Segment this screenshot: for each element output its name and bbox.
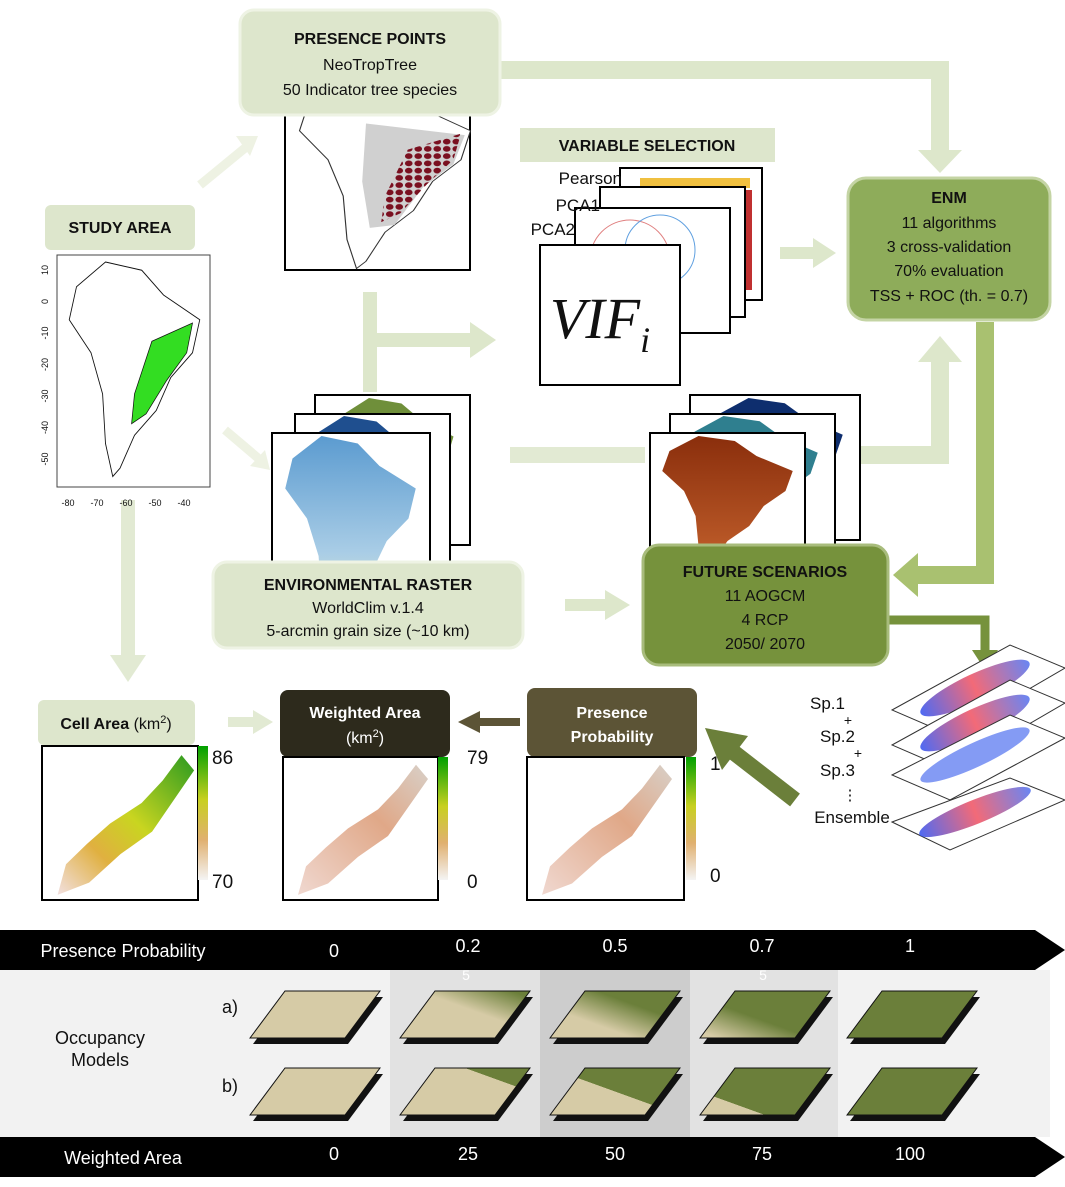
arrow — [888, 620, 985, 650]
box-line: 11 AOGCM — [725, 588, 806, 605]
box-title: Probability — [571, 729, 654, 746]
scale-label: Presence Probability — [40, 941, 205, 961]
box-title: ENM — [931, 190, 967, 207]
scale-value: 0 — [329, 1144, 339, 1164]
wrapped-digit: 5 — [759, 967, 767, 983]
label-unit: (km — [346, 730, 373, 747]
scale-label: Weighted Area — [64, 1148, 183, 1168]
colorbar — [438, 757, 448, 880]
y-tick-label: -50 — [40, 452, 50, 465]
box-line: WorldClim v.1.4 — [312, 600, 424, 617]
plus: + — [844, 712, 852, 728]
ensemble-layers — [892, 645, 1065, 850]
y-tick-label: 0 — [40, 299, 50, 304]
arrow-head — [893, 553, 918, 597]
ensemble-label: Ensemble — [814, 808, 890, 827]
y-tick-label: -40 — [40, 421, 50, 434]
method-label: PCA2 — [531, 220, 575, 239]
box-title: Weighted Area — [309, 705, 420, 722]
x-tick-label: -50 — [148, 498, 161, 508]
arrow-head — [458, 711, 480, 733]
box-title: VARIABLE SELECTION — [559, 138, 736, 155]
y-tick-label: -20 — [40, 358, 50, 371]
vif-text: VIF — [550, 286, 641, 351]
colorbar-label: 1 — [710, 754, 721, 775]
row-title: Models — [71, 1050, 129, 1070]
box-line: 50 Indicator tree species — [283, 82, 457, 99]
scale-value: 100 — [895, 1144, 925, 1164]
box-line: 70% evaluation — [894, 263, 1003, 280]
box-unit: (km2) — [346, 728, 384, 747]
colorbar — [198, 746, 208, 880]
box-line: 4 RCP — [741, 612, 788, 629]
arrow — [728, 748, 795, 800]
x-tick-label: -70 — [90, 498, 103, 508]
arrow — [200, 148, 245, 185]
y-tick-label: -30 — [40, 389, 50, 402]
arrow-head — [470, 322, 496, 358]
scale-value: 25 — [458, 1144, 478, 1164]
row-label: a) — [222, 997, 238, 1017]
method-label: PCA1 — [556, 196, 600, 215]
box-title: STUDY AREA — [68, 220, 172, 237]
box-line: NeoTropTree — [323, 57, 417, 74]
label-text: Cell Area — [60, 716, 129, 733]
x-tick-label: -80 — [61, 498, 74, 508]
box-title: PRESENCE POINTS — [294, 31, 446, 48]
colorbar — [686, 757, 696, 880]
scale-value: 1 — [905, 936, 915, 956]
box-title: Presence — [576, 705, 647, 722]
arrow-head — [253, 710, 273, 734]
arrow-head — [110, 655, 146, 682]
workflow-diagram: PRESENCE POINTS NeoTropTree 50 Indicator… — [0, 0, 1065, 1187]
vif-label: VIFi — [550, 286, 650, 360]
box-line: 2050/ 2070 — [725, 636, 805, 653]
species-label: Sp.1 — [810, 694, 845, 713]
label-close: ) — [166, 716, 171, 733]
species-label: Sp.2 — [820, 727, 855, 746]
y-tick-label: -10 — [40, 326, 50, 339]
arrow-head — [918, 336, 962, 362]
arrow-head — [813, 238, 836, 268]
box-line: TSS + ROC (th. = 0.7) — [870, 288, 1028, 305]
scale-value: 0.5 — [602, 936, 627, 956]
box-line: 3 cross-validation — [887, 239, 1012, 256]
scale-value: 0.2 — [455, 936, 480, 956]
x-tick-label: -40 — [177, 498, 190, 508]
presence-probability-box — [527, 688, 697, 757]
box-line: 5-arcmin grain size (~10 km) — [266, 623, 469, 640]
row-label: b) — [222, 1076, 238, 1096]
x-tick-label: -60 — [119, 498, 132, 508]
method-label: Pearson — [559, 169, 622, 188]
arrow-head — [918, 150, 962, 173]
vif-subscript: i — [640, 320, 650, 360]
colorbar-label: 79 — [467, 748, 488, 769]
scale-value: 50 — [605, 1144, 625, 1164]
arrow-head — [605, 590, 630, 620]
row-title: Occupancy — [55, 1028, 145, 1048]
wrapped-digit: 5 — [462, 967, 470, 983]
scale-value: 0.7 — [749, 936, 774, 956]
species-label: Sp.3 — [820, 761, 855, 780]
colorbar-label: 0 — [467, 872, 478, 893]
colorbar-label: 0 — [710, 866, 721, 887]
ellipsis: ⋮ — [843, 787, 858, 804]
box-title: ENVIRONMENTAL RASTER — [264, 577, 473, 594]
y-tick-label: 10 — [40, 265, 50, 275]
cell-area-label: Cell Area (km2) — [60, 714, 171, 733]
colorbar-label: 86 — [212, 748, 233, 769]
scale-value: 0 — [329, 941, 339, 961]
arrow — [225, 430, 258, 458]
label-unit: (km — [134, 716, 161, 733]
label-close: ) — [379, 730, 384, 747]
box-line: 11 algorithms — [902, 215, 997, 232]
plus: + — [854, 745, 862, 761]
colorbar-label: 70 — [212, 872, 233, 893]
box-title: FUTURE SCENARIOS — [683, 564, 848, 581]
scale-value: 75 — [752, 1144, 772, 1164]
